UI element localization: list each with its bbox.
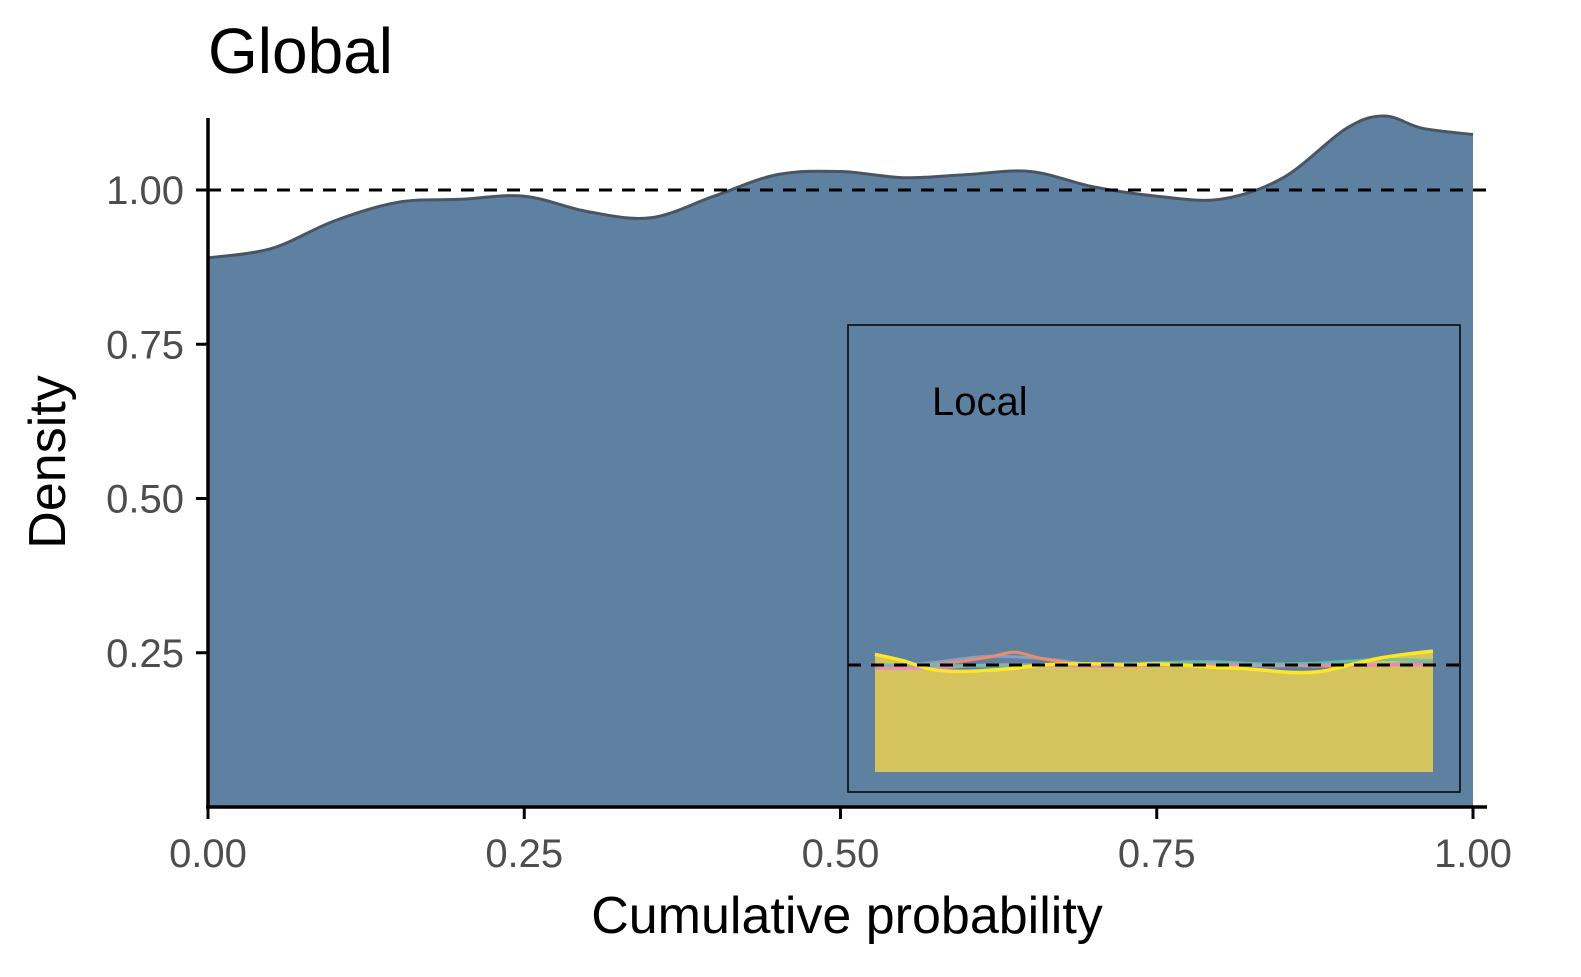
x-tick-label: 1.00 [1434,832,1512,876]
local-inset-panel: Local [847,324,1461,793]
inset-density-area [875,651,1433,772]
density-area [208,116,1473,807]
x-axis-title: Cumulative probability [591,887,1103,945]
x-tick-label: 0.50 [802,832,880,876]
y-tick-label: 0.25 [106,632,184,676]
y-tick-label: 1.00 [106,169,184,213]
inset-title: Local [932,380,1028,424]
x-tick-label: 0.00 [169,832,247,876]
chart-title: Global [208,15,393,87]
y-tick-label: 0.50 [106,478,184,522]
inset-border [847,324,1461,793]
y-tick-label: 0.75 [106,323,184,367]
x-tick-label: 0.75 [1118,832,1196,876]
y-axis-title: Density [19,375,77,548]
x-tick-label: 0.25 [485,832,563,876]
global-plot-panel: 0.00 0.25 0.50 0.75 1.00 0.25 0.50 0.75 1.00 [106,114,1512,876]
density-line [207,114,1474,260]
